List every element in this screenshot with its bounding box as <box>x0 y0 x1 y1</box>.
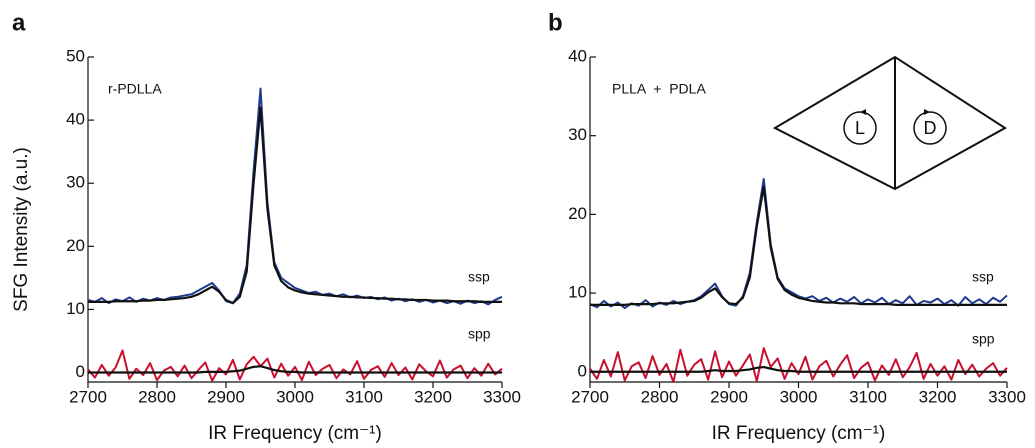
chirality-inset <box>772 55 1007 191</box>
data-line <box>88 106 502 305</box>
panel-letter: a <box>12 9 26 36</box>
data-line <box>87 87 503 306</box>
x-tick-label: 3100 <box>849 387 887 406</box>
x-axis-label: IR Frequency (cm⁻¹) <box>712 423 886 444</box>
y-tick-label: 20 <box>66 236 85 255</box>
x-tick-label: 3000 <box>780 387 818 406</box>
x-tick-label: 2800 <box>641 387 679 406</box>
sample-label: r-PDLLA <box>108 81 162 97</box>
series-label: spp <box>468 326 491 342</box>
x-tick-label: 3300 <box>483 387 521 406</box>
series-label: ssp <box>468 269 490 285</box>
axis-line <box>87 57 502 383</box>
panel: b 0 10 20 30 40 2700 2800 2900 3000 3100 3200 3300 IR… <box>548 9 1026 444</box>
series-label: spp <box>972 331 995 347</box>
x-tick-label: 2800 <box>138 387 176 406</box>
y-tick-label: 0 <box>578 361 587 380</box>
y-tick-label: 30 <box>66 173 85 192</box>
x-axis-label: IR Frequency (cm⁻¹) <box>208 423 382 444</box>
y-tick-label: 40 <box>66 110 85 129</box>
panel: a 0 10 20 30 40 50 2700 2800 2900 3000 3100 3200 3300… <box>11 9 521 444</box>
arrow-d <box>924 109 930 115</box>
sample-label: PLLA + PDLA <box>612 81 706 97</box>
x-tick-label: 2700 <box>571 387 609 406</box>
data-line <box>87 349 503 382</box>
y-tick-label: 0 <box>76 362 85 381</box>
x-tick-label: 2900 <box>207 387 245 406</box>
x-tick-label: 2900 <box>710 387 748 406</box>
inset-label: L <box>855 118 865 138</box>
y-tick-label: 20 <box>568 204 587 223</box>
x-tick-label: 3000 <box>276 387 314 406</box>
panel-letter: b <box>548 9 563 36</box>
x-tick-label: 3200 <box>414 387 452 406</box>
y-tick-label: 40 <box>568 46 587 65</box>
y-tick-label: 10 <box>66 299 85 318</box>
x-tick-label: 3100 <box>345 387 383 406</box>
x-tick-label: 3200 <box>919 387 957 406</box>
y-tick-label: 50 <box>66 46 85 65</box>
data-line <box>589 177 1008 310</box>
data-line <box>590 185 1007 306</box>
y-tick-label: 30 <box>568 125 587 144</box>
y-tick-label: 10 <box>568 283 587 302</box>
x-tick-label: 3300 <box>988 387 1026 406</box>
series-label: ssp <box>972 269 994 285</box>
arrow-l <box>860 109 866 115</box>
axis-line <box>589 57 1007 383</box>
inset-label: D <box>924 118 937 138</box>
x-tick-label: 2700 <box>69 387 107 406</box>
data-line <box>590 365 1007 373</box>
data-line <box>88 365 502 374</box>
diamond <box>772 55 1007 191</box>
data-line <box>589 347 1008 383</box>
y-axis-label: SFG Intensity (a.u.) <box>11 147 32 312</box>
